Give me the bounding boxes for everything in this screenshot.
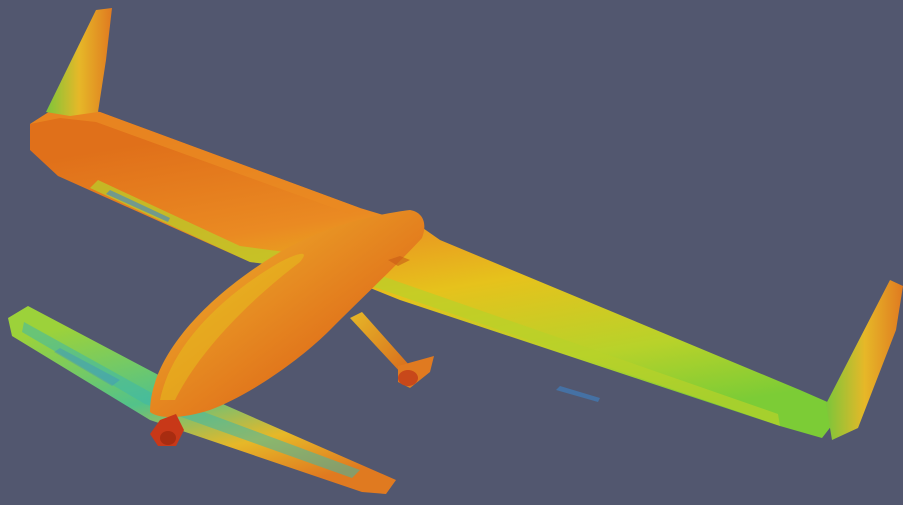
fuselage xyxy=(150,210,425,418)
nose-gear xyxy=(150,414,184,446)
left-winglet xyxy=(46,8,112,116)
right-winglet xyxy=(826,280,903,440)
main-gear-strut xyxy=(350,312,434,388)
main-wing xyxy=(30,108,836,438)
